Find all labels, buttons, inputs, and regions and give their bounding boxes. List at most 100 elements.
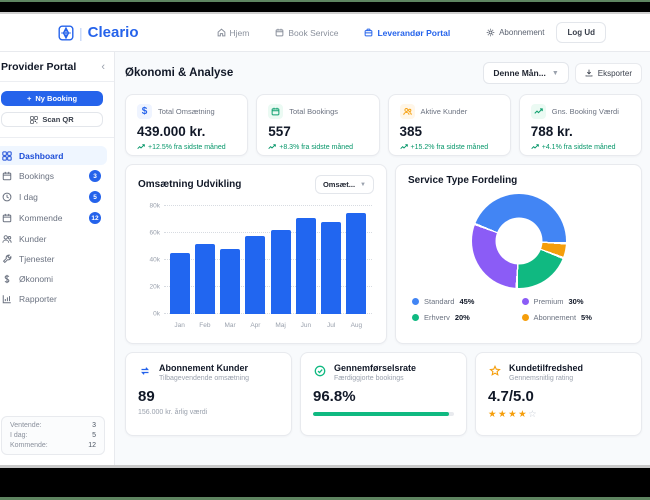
- calendar-icon: [268, 104, 284, 119]
- users-icon: [1, 233, 12, 244]
- home-icon: [217, 28, 225, 37]
- legend-dot-icon: [521, 314, 529, 321]
- star-icon: [488, 364, 502, 378]
- scan-qr-button[interactable]: Scan QR: [1, 112, 103, 127]
- bar-jan: [169, 253, 190, 314]
- nav-item-label: Leverandør Portal: [377, 27, 451, 38]
- letterbox-top: [0, 2, 650, 12]
- new-booking-button[interactable]: + Ny Booking: [1, 91, 103, 106]
- card-head-text: Gennemførselsrate Færdiggjorte bookings: [334, 363, 416, 382]
- y-axis-tick: 60k: [149, 229, 160, 237]
- navbar-right: Abonnement Log Ud: [486, 22, 606, 43]
- sidebar-item-kunder[interactable]: Kunder: [0, 229, 107, 248]
- legend-percent: 20%: [454, 313, 470, 322]
- dollar-icon: [1, 273, 12, 284]
- bar-aug: [346, 212, 367, 314]
- stat-card-aktive-kunder: Aktive Kunder 385 +15.2% fra sidste måne…: [387, 94, 511, 156]
- x-axis-tick: Jul: [326, 322, 336, 329]
- sidebar-item--konomi[interactable]: Økonomi: [0, 269, 107, 288]
- gridline: [164, 259, 372, 260]
- legend-label: Abonnement: [533, 313, 577, 322]
- trend-up-icon: [268, 144, 277, 149]
- legend-percent: 45%: [459, 297, 475, 306]
- frame-edge-bottom: [0, 497, 650, 500]
- sidebar-item-i-dag[interactable]: I dag 5: [0, 187, 107, 207]
- sidebar-item-kommende[interactable]: Kommende 12: [0, 208, 107, 228]
- frame-hairline-top: [0, 12, 650, 14]
- gridline: [164, 232, 372, 233]
- logout-button[interactable]: Log Ud: [556, 22, 606, 43]
- summary-value: 5: [92, 432, 96, 439]
- stat-head: Gns. Booking Værdi: [530, 104, 630, 119]
- stat-label: Total Omsætning: [158, 107, 215, 116]
- nav-item-label: Hjem: [229, 27, 250, 38]
- x-axis-tick: Maj: [275, 322, 286, 329]
- bar-jul: [321, 222, 342, 314]
- sidebar-inner: Provider Portal ‹ + Ny Booking Scan QR D…: [0, 52, 114, 465]
- donut-chart: [471, 194, 566, 288]
- card-title: Kundetilfredshed: [509, 363, 584, 373]
- sidebar-summary-box: Ventende: 3 I dag: 5 Kommende: 12: [1, 416, 105, 455]
- chart-header: Omsætning Udvikling Omsæt... ▼: [138, 175, 374, 194]
- stat-head: $ Total Omsætning: [137, 104, 236, 119]
- brand[interactable]: | Cleario: [58, 24, 139, 41]
- main-header: Økonomi & Analyse Denne Mån... ▼ Eksport…: [125, 62, 642, 84]
- sidebar-item-tjenester[interactable]: Tjenester: [0, 249, 107, 268]
- x-axis-tick: Jan: [174, 322, 185, 329]
- grid-icon: [1, 150, 12, 161]
- bars: [164, 206, 372, 314]
- sidebar-item-label: Kunder: [19, 233, 47, 244]
- sidebar-item-rapporter[interactable]: Rapporter: [0, 289, 107, 308]
- chart-header: Service Type Fordeling: [408, 175, 629, 186]
- summary-value: 12: [88, 442, 96, 449]
- bar-jun: [295, 218, 316, 314]
- trend-up-icon: [137, 144, 145, 149]
- gridline: [164, 313, 372, 314]
- revenue-chart-card: Omsætning Udvikling Omsæt... ▼ 0k 20k 40k 6…: [125, 164, 387, 344]
- workspace: Provider Portal ‹ + Ny Booking Scan QR D…: [0, 52, 650, 465]
- chart-metric-selector[interactable]: Omsæt... ▼: [314, 175, 374, 194]
- x-axis-tick: Aug: [350, 322, 363, 329]
- sidebar-item-label: Kommende: [19, 213, 63, 223]
- sidebar-item-dashboard[interactable]: Dashboard: [0, 146, 107, 165]
- chart-title: Service Type Fordeling: [408, 175, 518, 186]
- chart-title: Omsætning Udvikling: [138, 179, 242, 190]
- legend-label: Erhverv: [424, 313, 450, 322]
- summary-label: Kommende:: [10, 442, 48, 449]
- frame-edge-top: [0, 0, 650, 2]
- bottom-cards-row: Abonnement Kunder Tilbagevendende omsætn…: [125, 352, 642, 436]
- summary-row: Kommende: 12: [10, 442, 96, 449]
- card-subtitle: Gennemsnitlig rating: [509, 375, 574, 382]
- stat-change: +15.2% fra sidste måned: [399, 143, 499, 151]
- nav-item-label: Book Service: [288, 27, 339, 38]
- new-booking-label: Ny Booking: [35, 94, 78, 103]
- plot-area: [164, 205, 372, 314]
- nav-item-leverandor-portal[interactable]: Leverandør Portal: [364, 28, 450, 38]
- sidebar-item-bookings[interactable]: Bookings 3: [0, 166, 107, 186]
- card-value: 89: [138, 388, 155, 405]
- period-selector[interactable]: Denne Mån... ▼: [483, 62, 569, 84]
- sidebar-item-label: Tjenester: [19, 253, 55, 264]
- sidebar-collapse-icon[interactable]: ‹: [101, 60, 105, 73]
- nav-item-hjem[interactable]: Hjem: [217, 27, 250, 38]
- export-button[interactable]: Eksporter: [574, 62, 642, 84]
- abonnement-link[interactable]: Abonnement: [486, 28, 544, 37]
- summary-value: 3: [92, 422, 96, 429]
- star-filled-icon: ★: [498, 409, 509, 420]
- frame-hairline-bottom: [0, 465, 650, 468]
- header-controls: Denne Mån... ▼ Eksporter: [483, 62, 642, 84]
- calendar-icon: [275, 28, 284, 37]
- sidebar-item-label: Rapporter: [19, 293, 57, 304]
- gridline: [164, 286, 372, 287]
- sidebar: Provider Portal ‹ + Ny Booking Scan QR D…: [0, 52, 115, 465]
- stat-value: 788 kr.: [530, 124, 573, 139]
- donut-hole: [495, 217, 542, 265]
- card-subtitle: Tilbagevendende omsætning: [159, 375, 250, 382]
- legend-label: Premium: [533, 297, 564, 306]
- top-nav-links: Hjem Book Service Leverandør Portal: [217, 27, 450, 38]
- stat-card-gns-booking-vaerdi: Gns. Booking Værdi 788 kr. +4.1% fra sid…: [518, 94, 642, 156]
- nav-item-book-service[interactable]: Book Service: [275, 28, 338, 38]
- progress-bar-fill: [313, 412, 450, 416]
- bar-feb: [194, 243, 215, 314]
